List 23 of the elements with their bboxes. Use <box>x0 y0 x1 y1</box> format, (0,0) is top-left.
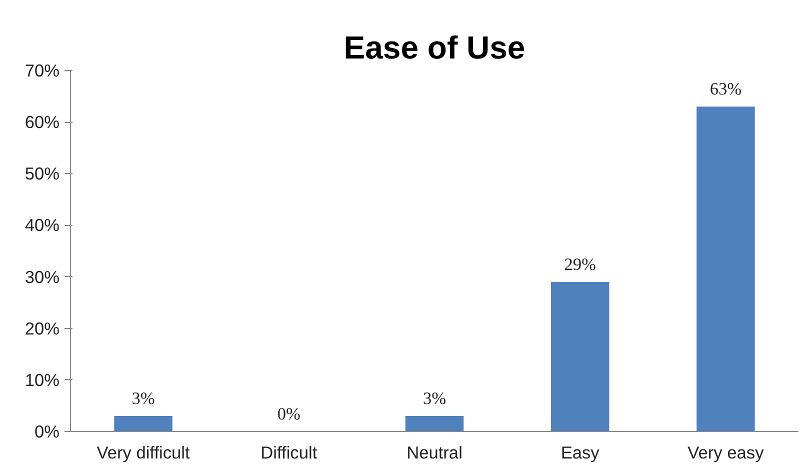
y-tick-label: 0% <box>34 422 60 442</box>
x-tick-label: Very difficult <box>96 442 190 462</box>
y-tick-label: 40% <box>24 215 60 236</box>
data-label: 29% <box>564 254 596 274</box>
y-tick-label: 60% <box>24 112 60 132</box>
chart-title: Ease of Use <box>344 30 526 66</box>
bar <box>405 416 464 432</box>
data-label: 3% <box>132 389 155 408</box>
x-tick-label: Very easy <box>688 442 764 462</box>
y-tick-label: 10% <box>24 370 60 390</box>
bar <box>550 282 610 432</box>
y-tick-label: 70% <box>24 60 60 80</box>
data-label: 63% <box>710 80 742 99</box>
y-tick-label: 20% <box>24 318 60 338</box>
x-tick-label: Neutral <box>406 442 462 462</box>
y-tick-label: 30% <box>24 266 60 287</box>
y-tick-label: 50% <box>24 164 60 184</box>
bar <box>114 416 172 432</box>
bar <box>696 106 755 432</box>
data-label: 3% <box>422 389 446 408</box>
x-tick-label: Difficult <box>260 442 318 462</box>
x-tick-label: Easy <box>560 442 600 462</box>
data-label: 0% <box>277 404 300 424</box>
